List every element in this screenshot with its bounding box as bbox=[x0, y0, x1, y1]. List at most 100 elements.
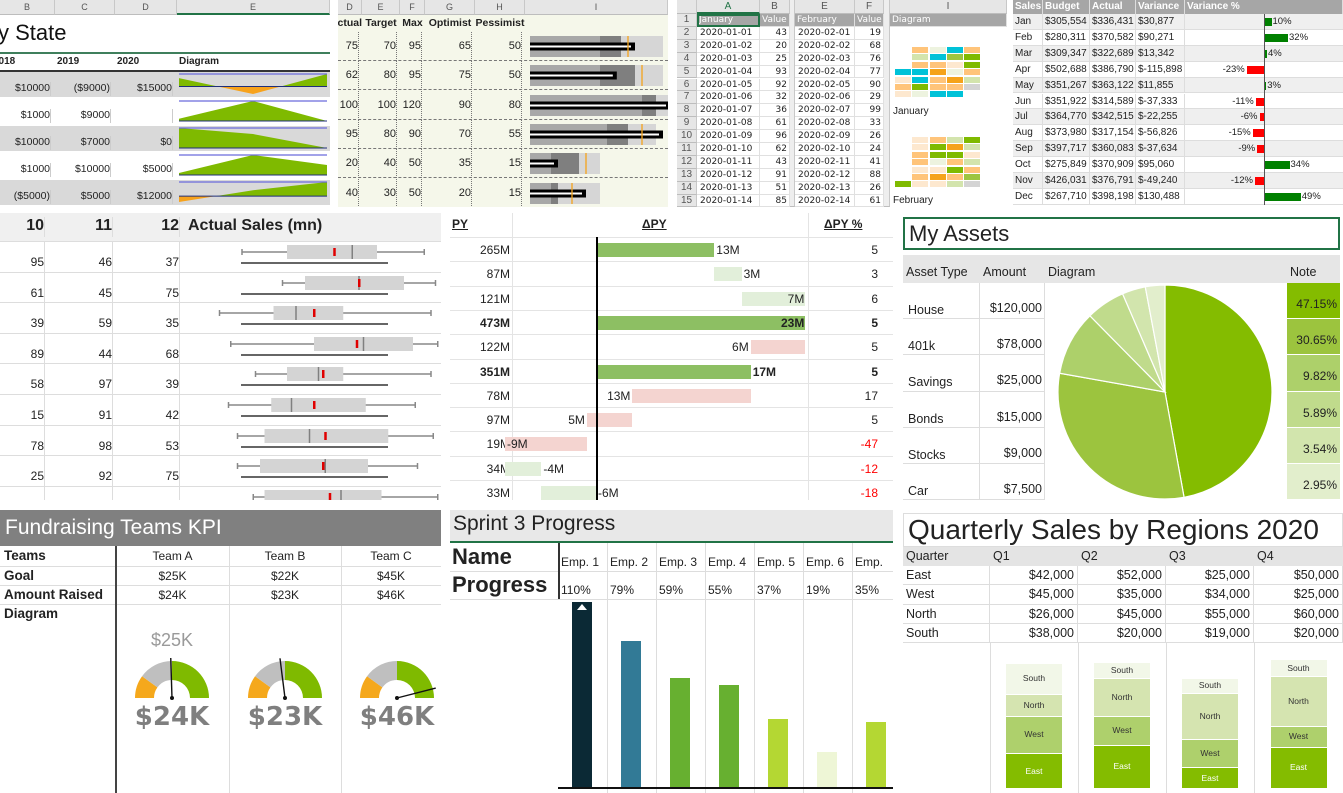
value-cell[interactable]: 62 bbox=[760, 143, 790, 156]
value-cell[interactable]: 33 bbox=[855, 117, 884, 131]
value-cell[interactable]: 77 bbox=[855, 65, 884, 79]
value-cell[interactable]: 43 bbox=[760, 26, 790, 40]
value-cell[interactable]: 90 bbox=[855, 78, 884, 92]
date-cell[interactable]: 2020-01-03 bbox=[697, 52, 760, 66]
value-cell[interactable]: 41 bbox=[855, 155, 884, 169]
date-cell[interactable]: 2020-01-02 bbox=[697, 39, 760, 53]
date-cell[interactable]: 2020-01-08 bbox=[697, 117, 760, 131]
value-cell[interactable]: 51 bbox=[760, 181, 790, 195]
header-cell[interactable]: Value bbox=[855, 14, 884, 27]
date-cell[interactable]: 2020-01-09 bbox=[697, 130, 760, 143]
header-cell[interactable]: Value bbox=[760, 14, 790, 27]
value-cell: 95 bbox=[400, 61, 422, 91]
column-header[interactable]: E bbox=[795, 0, 855, 14]
value-cell[interactable]: 25 bbox=[760, 52, 790, 66]
date-cell[interactable]: 2020-02-13 bbox=[795, 181, 855, 195]
date-cell[interactable]: 2020-02-05 bbox=[795, 78, 855, 92]
column-header[interactable]: E bbox=[177, 0, 330, 15]
row-header[interactable]: 14 bbox=[677, 181, 697, 195]
date-cell[interactable]: 2020-02-11 bbox=[795, 155, 855, 169]
date-cell[interactable]: 2020-02-09 bbox=[795, 130, 855, 143]
date-cell[interactable]: 2020-02-14 bbox=[795, 194, 855, 207]
value-cell[interactable]: 26 bbox=[855, 181, 884, 195]
column-header[interactable]: I bbox=[525, 0, 668, 15]
value-cell[interactable]: 36 bbox=[760, 104, 790, 118]
value-cell[interactable]: 20 bbox=[760, 39, 790, 53]
value-cell[interactable]: 88 bbox=[855, 168, 884, 182]
header-cell[interactable]: January bbox=[697, 14, 760, 27]
date-cell[interactable]: 2020-02-04 bbox=[795, 65, 855, 79]
value-cell[interactable]: 29 bbox=[855, 91, 884, 105]
value-cell[interactable]: 96 bbox=[760, 130, 790, 143]
row-header[interactable]: 12 bbox=[677, 155, 697, 169]
row-header[interactable]: 13 bbox=[677, 168, 697, 182]
date-cell[interactable]: 2020-02-10 bbox=[795, 143, 855, 156]
value-cell[interactable]: 26 bbox=[855, 130, 884, 143]
column-header[interactable]: B bbox=[760, 0, 790, 14]
column-header[interactable]: B bbox=[0, 0, 55, 15]
row-header[interactable]: 9 bbox=[677, 117, 697, 131]
row-header[interactable]: 5 bbox=[677, 65, 697, 79]
date-cell[interactable]: 2020-01-10 bbox=[697, 143, 760, 156]
column-heading: 12 bbox=[118, 217, 180, 237]
date-cell[interactable]: 2020-01-05 bbox=[697, 78, 760, 92]
title-cell[interactable]: My Assets bbox=[903, 217, 1340, 250]
column-header[interactable]: F bbox=[400, 0, 425, 15]
value-cell: $90,271 bbox=[1136, 29, 1185, 46]
row-header[interactable]: 15 bbox=[677, 194, 697, 207]
date-cell[interactable]: 2020-01-12 bbox=[697, 168, 760, 182]
header-cell[interactable]: Diagram bbox=[890, 14, 1007, 27]
value-cell[interactable]: 61 bbox=[855, 194, 884, 207]
header-cell[interactable]: February bbox=[795, 14, 855, 27]
column-header[interactable]: G bbox=[425, 0, 475, 15]
heatmap-cell bbox=[929, 61, 946, 68]
value-cell[interactable]: 92 bbox=[760, 78, 790, 92]
row-header[interactable]: 7 bbox=[677, 91, 697, 105]
date-cell[interactable]: 2020-01-01 bbox=[697, 26, 760, 40]
row-header[interactable]: 2 bbox=[677, 26, 697, 40]
column-header[interactable]: D bbox=[115, 0, 177, 15]
row-header[interactable]: 1 bbox=[677, 14, 697, 27]
value-cell[interactable]: 32 bbox=[760, 91, 790, 105]
column-header[interactable]: F bbox=[855, 0, 884, 14]
column-header[interactable]: C bbox=[55, 0, 115, 15]
row-header[interactable]: 6 bbox=[677, 78, 697, 92]
row-header[interactable]: 8 bbox=[677, 104, 697, 118]
value-cell[interactable]: 24 bbox=[855, 143, 884, 156]
value-cell[interactable]: 61 bbox=[760, 117, 790, 131]
value-cell[interactable]: 93 bbox=[760, 65, 790, 79]
value-cell[interactable]: 99 bbox=[855, 104, 884, 118]
value-cell[interactable]: 85 bbox=[760, 194, 790, 207]
date-cell[interactable]: 2020-02-12 bbox=[795, 168, 855, 182]
row-header[interactable]: 10 bbox=[677, 130, 697, 143]
date-cell[interactable]: 2020-01-04 bbox=[697, 65, 760, 79]
date-cell[interactable]: 2020-02-03 bbox=[795, 52, 855, 66]
row-header[interactable]: 4 bbox=[677, 52, 697, 66]
row-header[interactable]: 11 bbox=[677, 143, 697, 156]
value-cell[interactable]: 91 bbox=[760, 168, 790, 182]
column-header[interactable]: E bbox=[362, 0, 400, 15]
value-cell[interactable]: 76 bbox=[855, 52, 884, 66]
date-cell[interactable]: 2020-01-07 bbox=[697, 104, 760, 118]
column-header[interactable]: H bbox=[475, 0, 525, 15]
date-cell[interactable]: 2020-02-08 bbox=[795, 117, 855, 131]
value-cell[interactable]: 68 bbox=[855, 39, 884, 53]
value-cell[interactable]: 19 bbox=[855, 26, 884, 40]
value-cell[interactable]: 43 bbox=[760, 155, 790, 169]
value-cell: 35 bbox=[118, 303, 180, 334]
date-cell[interactable]: 2020-01-06 bbox=[697, 91, 760, 105]
date-cell[interactable]: 2020-02-06 bbox=[795, 91, 855, 105]
date-cell[interactable]: 2020-02-01 bbox=[795, 26, 855, 40]
select-all-corner[interactable] bbox=[677, 0, 697, 14]
date-cell[interactable]: 2020-02-02 bbox=[795, 39, 855, 53]
date-cell[interactable]: 2020-02-07 bbox=[795, 104, 855, 118]
column-header[interactable]: I bbox=[890, 0, 1007, 14]
box-plot bbox=[227, 398, 416, 417]
date-cell[interactable]: 2020-01-14 bbox=[697, 194, 760, 207]
column-header[interactable]: A bbox=[697, 0, 760, 14]
date-cell[interactable]: 2020-01-13 bbox=[697, 181, 760, 195]
column-header[interactable]: D bbox=[338, 0, 362, 15]
row-header[interactable]: 3 bbox=[677, 39, 697, 53]
negative-bar bbox=[1255, 177, 1264, 185]
date-cell[interactable]: 2020-01-11 bbox=[697, 155, 760, 169]
